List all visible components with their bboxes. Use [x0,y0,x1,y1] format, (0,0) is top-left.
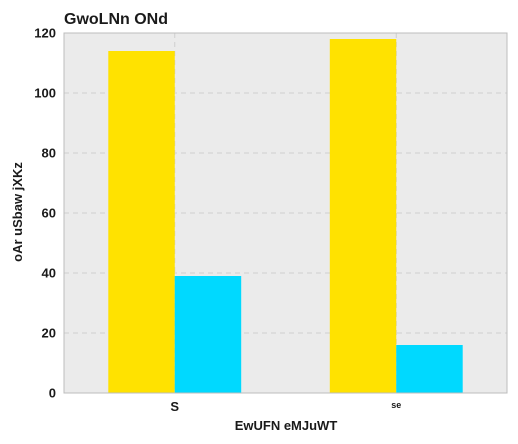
y-axis-ticks: 0 20 40 60 80 100 120 [34,26,56,401]
chart-title: GwoLNn ONd [64,11,168,28]
x-axis-label: EwUFN eMJuWT [235,418,338,433]
bar-series-2-se [396,345,463,393]
y-tick-label: 120 [34,26,56,41]
y-axis-label: oAr uSbaw jXKz [10,162,25,262]
x-tick-label: se [391,400,401,410]
bar-series-2-S [174,276,242,393]
x-tick-label: S [170,399,179,414]
y-tick-label: 60 [42,206,56,221]
y-tick-label: 100 [34,86,56,101]
y-tick-label: 80 [42,146,56,161]
bar-series-1-se [329,39,397,393]
y-tick-label: 40 [42,266,56,281]
bar-series-1-S [108,51,175,393]
plot-frame [63,32,508,394]
y-tick-label: 20 [42,326,56,341]
bars [108,39,463,393]
y-tick-label: 0 [49,386,56,401]
